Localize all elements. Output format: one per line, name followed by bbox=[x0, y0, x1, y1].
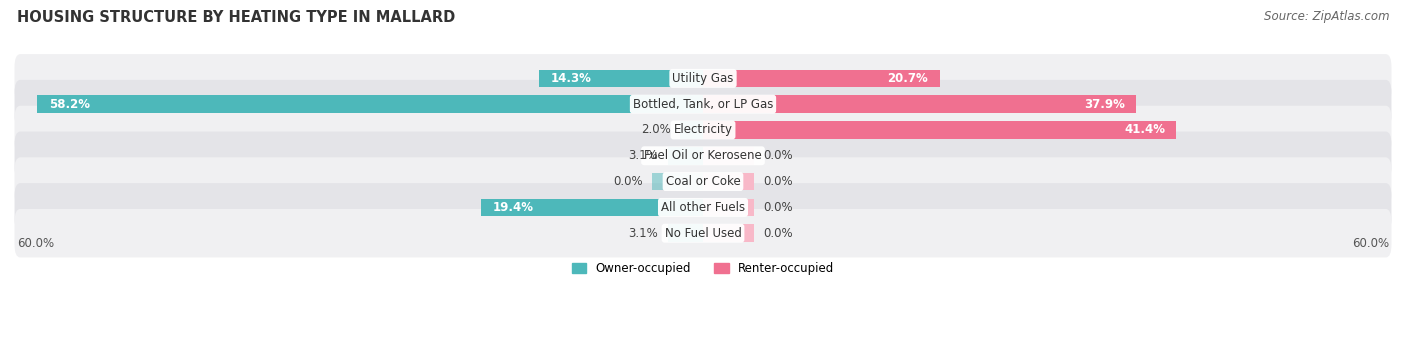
Text: Utility Gas: Utility Gas bbox=[672, 72, 734, 85]
Bar bbox=[481, 199, 703, 216]
Text: 2.0%: 2.0% bbox=[641, 123, 671, 136]
Bar bbox=[668, 224, 703, 242]
Text: All other Fuels: All other Fuels bbox=[661, 201, 745, 214]
Text: Electricity: Electricity bbox=[673, 123, 733, 136]
Text: 0.0%: 0.0% bbox=[763, 201, 793, 214]
Text: 0.0%: 0.0% bbox=[763, 227, 793, 240]
FancyBboxPatch shape bbox=[14, 183, 1392, 232]
FancyBboxPatch shape bbox=[14, 132, 1392, 180]
FancyBboxPatch shape bbox=[14, 54, 1392, 103]
Bar bbox=[681, 121, 703, 139]
Text: 0.0%: 0.0% bbox=[763, 175, 793, 188]
Text: Source: ZipAtlas.com: Source: ZipAtlas.com bbox=[1264, 10, 1389, 23]
Bar bbox=[703, 96, 1136, 113]
Text: 60.0%: 60.0% bbox=[1353, 237, 1389, 250]
Bar bbox=[703, 224, 755, 242]
FancyBboxPatch shape bbox=[14, 80, 1392, 129]
Text: 60.0%: 60.0% bbox=[17, 237, 53, 250]
Text: Coal or Coke: Coal or Coke bbox=[665, 175, 741, 188]
FancyBboxPatch shape bbox=[14, 209, 1392, 257]
Bar bbox=[668, 147, 703, 165]
Text: 41.4%: 41.4% bbox=[1123, 123, 1166, 136]
Bar bbox=[703, 121, 1177, 139]
Bar bbox=[703, 70, 939, 87]
Bar bbox=[703, 199, 755, 216]
Text: 14.3%: 14.3% bbox=[551, 72, 592, 85]
Bar bbox=[703, 147, 755, 165]
Text: 20.7%: 20.7% bbox=[887, 72, 928, 85]
Bar bbox=[703, 173, 755, 190]
Text: 0.0%: 0.0% bbox=[763, 149, 793, 162]
Text: No Fuel Used: No Fuel Used bbox=[665, 227, 741, 240]
Legend: Owner-occupied, Renter-occupied: Owner-occupied, Renter-occupied bbox=[567, 257, 839, 280]
Bar bbox=[38, 96, 703, 113]
Text: 3.1%: 3.1% bbox=[628, 149, 658, 162]
Text: 0.0%: 0.0% bbox=[613, 175, 643, 188]
Text: 19.4%: 19.4% bbox=[492, 201, 533, 214]
Text: HOUSING STRUCTURE BY HEATING TYPE IN MALLARD: HOUSING STRUCTURE BY HEATING TYPE IN MAL… bbox=[17, 10, 456, 25]
Bar bbox=[540, 70, 703, 87]
Text: 58.2%: 58.2% bbox=[49, 98, 90, 111]
FancyBboxPatch shape bbox=[14, 106, 1392, 154]
Text: 37.9%: 37.9% bbox=[1084, 98, 1125, 111]
Text: Fuel Oil or Kerosene: Fuel Oil or Kerosene bbox=[644, 149, 762, 162]
Text: 3.1%: 3.1% bbox=[628, 227, 658, 240]
FancyBboxPatch shape bbox=[14, 157, 1392, 206]
Text: Bottled, Tank, or LP Gas: Bottled, Tank, or LP Gas bbox=[633, 98, 773, 111]
Bar bbox=[651, 173, 703, 190]
